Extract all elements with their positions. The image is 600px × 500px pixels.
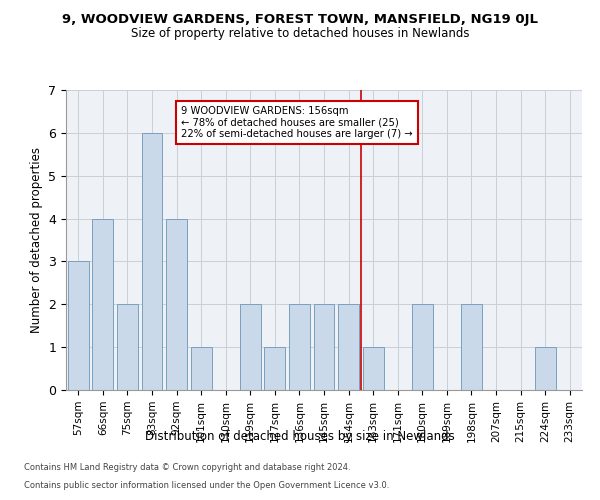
Bar — [92, 218, 113, 390]
Bar — [289, 304, 310, 390]
Bar — [535, 347, 556, 390]
Text: 9, WOODVIEW GARDENS, FOREST TOWN, MANSFIELD, NG19 0JL: 9, WOODVIEW GARDENS, FOREST TOWN, MANSFI… — [62, 12, 538, 26]
Bar — [117, 304, 138, 390]
Bar — [68, 262, 89, 390]
Text: Distribution of detached houses by size in Newlands: Distribution of detached houses by size … — [145, 430, 455, 443]
Bar — [314, 304, 334, 390]
Bar — [412, 304, 433, 390]
Bar — [191, 347, 212, 390]
Bar — [461, 304, 482, 390]
Bar — [166, 218, 187, 390]
Bar — [362, 347, 383, 390]
Bar — [142, 133, 163, 390]
Text: Contains public sector information licensed under the Open Government Licence v3: Contains public sector information licen… — [24, 481, 389, 490]
Y-axis label: Number of detached properties: Number of detached properties — [30, 147, 43, 333]
Text: 9 WOODVIEW GARDENS: 156sqm
← 78% of detached houses are smaller (25)
22% of semi: 9 WOODVIEW GARDENS: 156sqm ← 78% of deta… — [181, 106, 413, 140]
Bar — [265, 347, 286, 390]
Bar — [338, 304, 359, 390]
Text: Contains HM Land Registry data © Crown copyright and database right 2024.: Contains HM Land Registry data © Crown c… — [24, 464, 350, 472]
Bar — [240, 304, 261, 390]
Text: Size of property relative to detached houses in Newlands: Size of property relative to detached ho… — [131, 28, 469, 40]
